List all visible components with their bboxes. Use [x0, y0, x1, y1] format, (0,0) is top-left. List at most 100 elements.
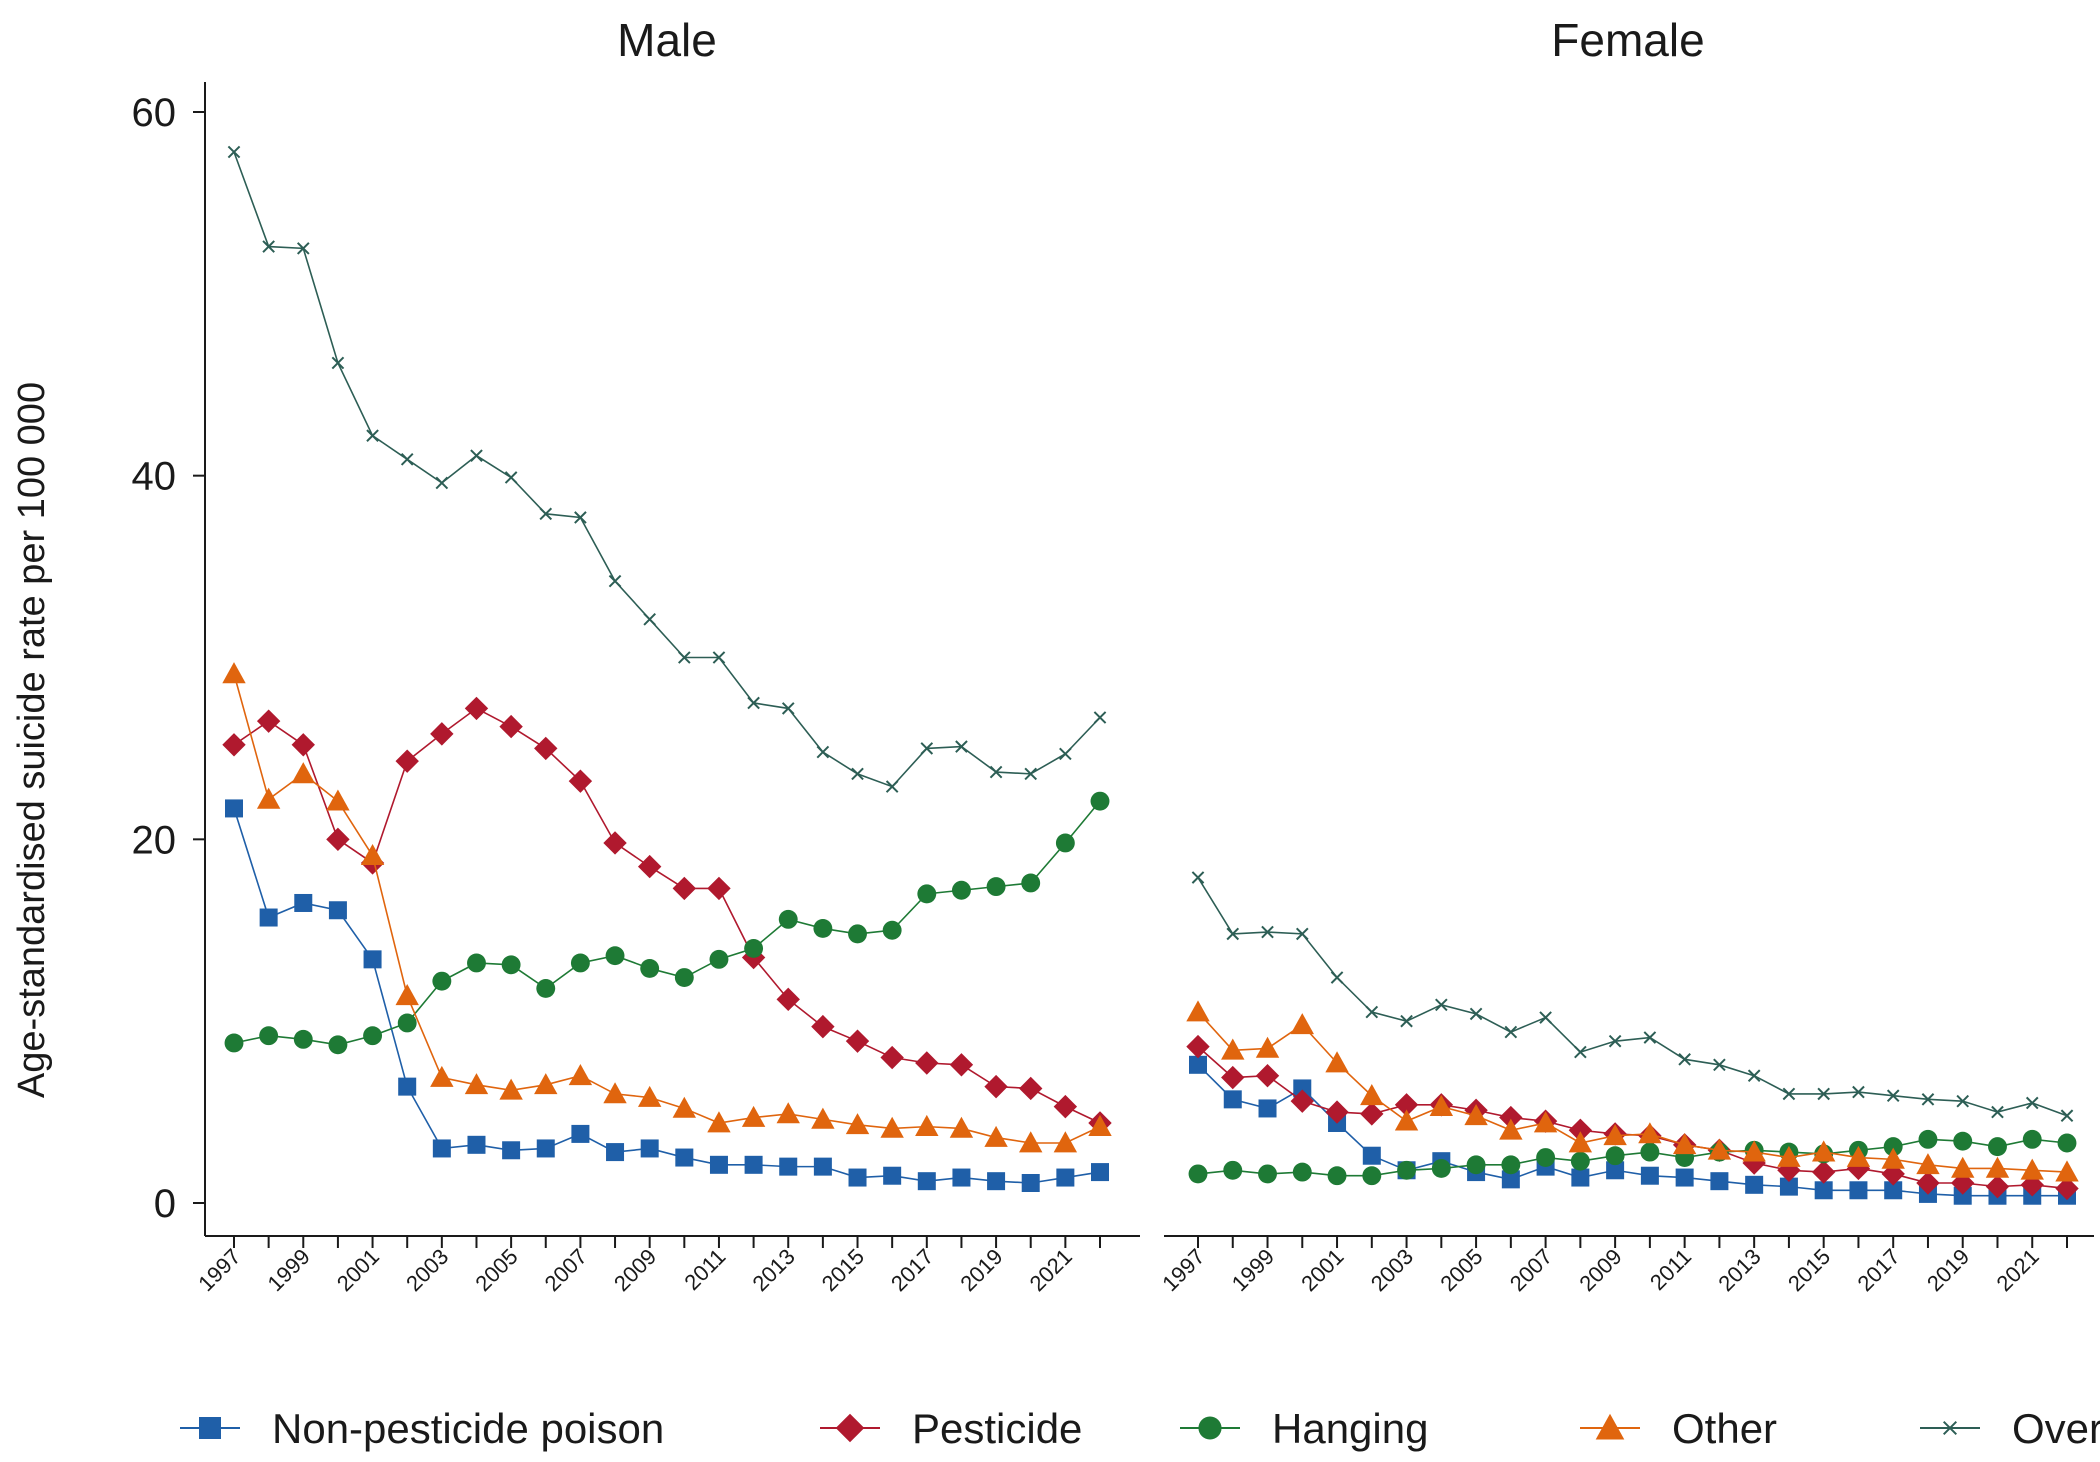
data-point — [1956, 1094, 1970, 1108]
data-point — [1985, 1156, 2010, 1178]
data-point — [1191, 871, 1205, 884]
data-point — [1221, 1065, 1245, 1090]
data-point — [776, 987, 800, 1012]
data-point — [256, 787, 281, 809]
data-point — [606, 1143, 625, 1162]
data-point — [539, 507, 553, 521]
x-tick-label: 2017 — [1852, 1244, 1904, 1296]
series-other-male — [222, 662, 1112, 1153]
data-point — [1221, 1038, 1245, 1060]
data-point — [1811, 1160, 1836, 1184]
data-point — [224, 1033, 244, 1053]
legend-label: Pesticide — [912, 1405, 1082, 1452]
data-point — [813, 1157, 832, 1176]
data-point — [845, 1113, 870, 1135]
data-point — [1186, 1000, 1210, 1022]
data-point — [1499, 1118, 1523, 1140]
data-point — [574, 511, 587, 524]
data-point — [1429, 1094, 1454, 1116]
data-point — [709, 1155, 728, 1174]
data-point — [1258, 1099, 1277, 1118]
data-point — [1292, 1162, 1312, 1182]
data-point — [536, 1139, 555, 1158]
data-point — [259, 908, 278, 927]
data-point — [1090, 791, 1110, 811]
legend-marker — [1595, 1413, 1625, 1440]
data-point — [1638, 1122, 1662, 1144]
data-point — [1362, 1146, 1381, 1165]
data-point — [811, 1014, 835, 1039]
data-point — [989, 765, 1003, 779]
data-point — [1325, 1051, 1349, 1073]
data-point — [1707, 1138, 1732, 1160]
data-point — [363, 1026, 383, 1046]
data-point — [1568, 1118, 1593, 1142]
data-point — [225, 799, 243, 818]
data-point — [955, 740, 968, 753]
series-line — [233, 151, 1101, 788]
data-point — [1021, 1173, 1040, 1192]
data-point — [1055, 833, 1075, 853]
x-tick-label: 2015 — [817, 1244, 869, 1296]
data-point — [398, 1077, 417, 1096]
legend: Non-pesticide poison Pesticide Hanging Othe… — [180, 1405, 2100, 1452]
data-point — [470, 449, 483, 462]
data-point — [222, 733, 246, 757]
data-point — [467, 953, 486, 973]
data-point — [1059, 747, 1072, 761]
x-tick-label: 2015 — [1783, 1244, 1835, 1296]
data-point — [778, 909, 798, 929]
data-point — [1568, 1131, 1593, 1153]
x-tick-label: 2013 — [747, 1244, 799, 1296]
data-point — [1779, 1177, 1798, 1196]
series-pesticide-male — [222, 696, 1112, 1135]
data-point — [917, 1172, 936, 1191]
data-point — [570, 953, 590, 973]
data-point — [2020, 1158, 2044, 1180]
data-point — [1091, 1163, 1109, 1182]
legend-item-overall: Overall — [1920, 1405, 2100, 1452]
data-point — [1817, 1087, 1830, 1101]
data-point — [915, 1114, 939, 1136]
series-hanging-male — [224, 791, 1110, 1055]
data-point — [1431, 1159, 1451, 1178]
series-pesticide-female — [1186, 1034, 2079, 1201]
data-point — [1675, 1168, 1694, 1187]
data-point — [744, 938, 764, 958]
x-tick-label: 2007 — [1505, 1244, 1557, 1296]
data-point — [1362, 1166, 1382, 1186]
x-tick-label: 2019 — [955, 1244, 1007, 1296]
data-point — [464, 696, 489, 721]
x-tick-label: 2021 — [1991, 1244, 2043, 1296]
data-point — [1710, 1172, 1729, 1191]
data-point — [262, 240, 275, 253]
data-point — [256, 709, 281, 733]
panel-title-female: Female — [1551, 14, 1704, 66]
data-point — [1053, 1094, 1078, 1119]
legend-marker — [1198, 1416, 1222, 1440]
data-point — [360, 843, 385, 866]
data-point — [1186, 1034, 1210, 1059]
data-point — [816, 745, 830, 759]
data-point — [707, 876, 731, 901]
data-point — [1849, 1181, 1868, 1200]
data-point — [608, 574, 622, 588]
data-point — [2055, 1176, 2079, 1201]
data-point — [712, 651, 726, 664]
data-point — [1464, 1104, 1488, 1126]
x-tick-label: 2021 — [1025, 1244, 1077, 1296]
x-tick-label: 2011 — [1645, 1244, 1696, 1295]
data-point — [880, 1116, 904, 1138]
data-point — [848, 1168, 867, 1187]
data-point — [1223, 1090, 1242, 1109]
data-point — [1360, 1084, 1384, 1106]
data-point — [709, 949, 729, 969]
data-point — [326, 827, 350, 852]
y-axis-label: Age-standardised suicide rate per 100 00… — [11, 382, 53, 1098]
x-tick-label: 1999 — [1227, 1244, 1279, 1296]
y-tick-label: 40 — [132, 455, 177, 499]
data-point — [222, 662, 246, 684]
data-point — [1605, 1146, 1625, 1166]
series-line — [233, 673, 1101, 1144]
legend-label: Other — [1672, 1405, 1777, 1452]
